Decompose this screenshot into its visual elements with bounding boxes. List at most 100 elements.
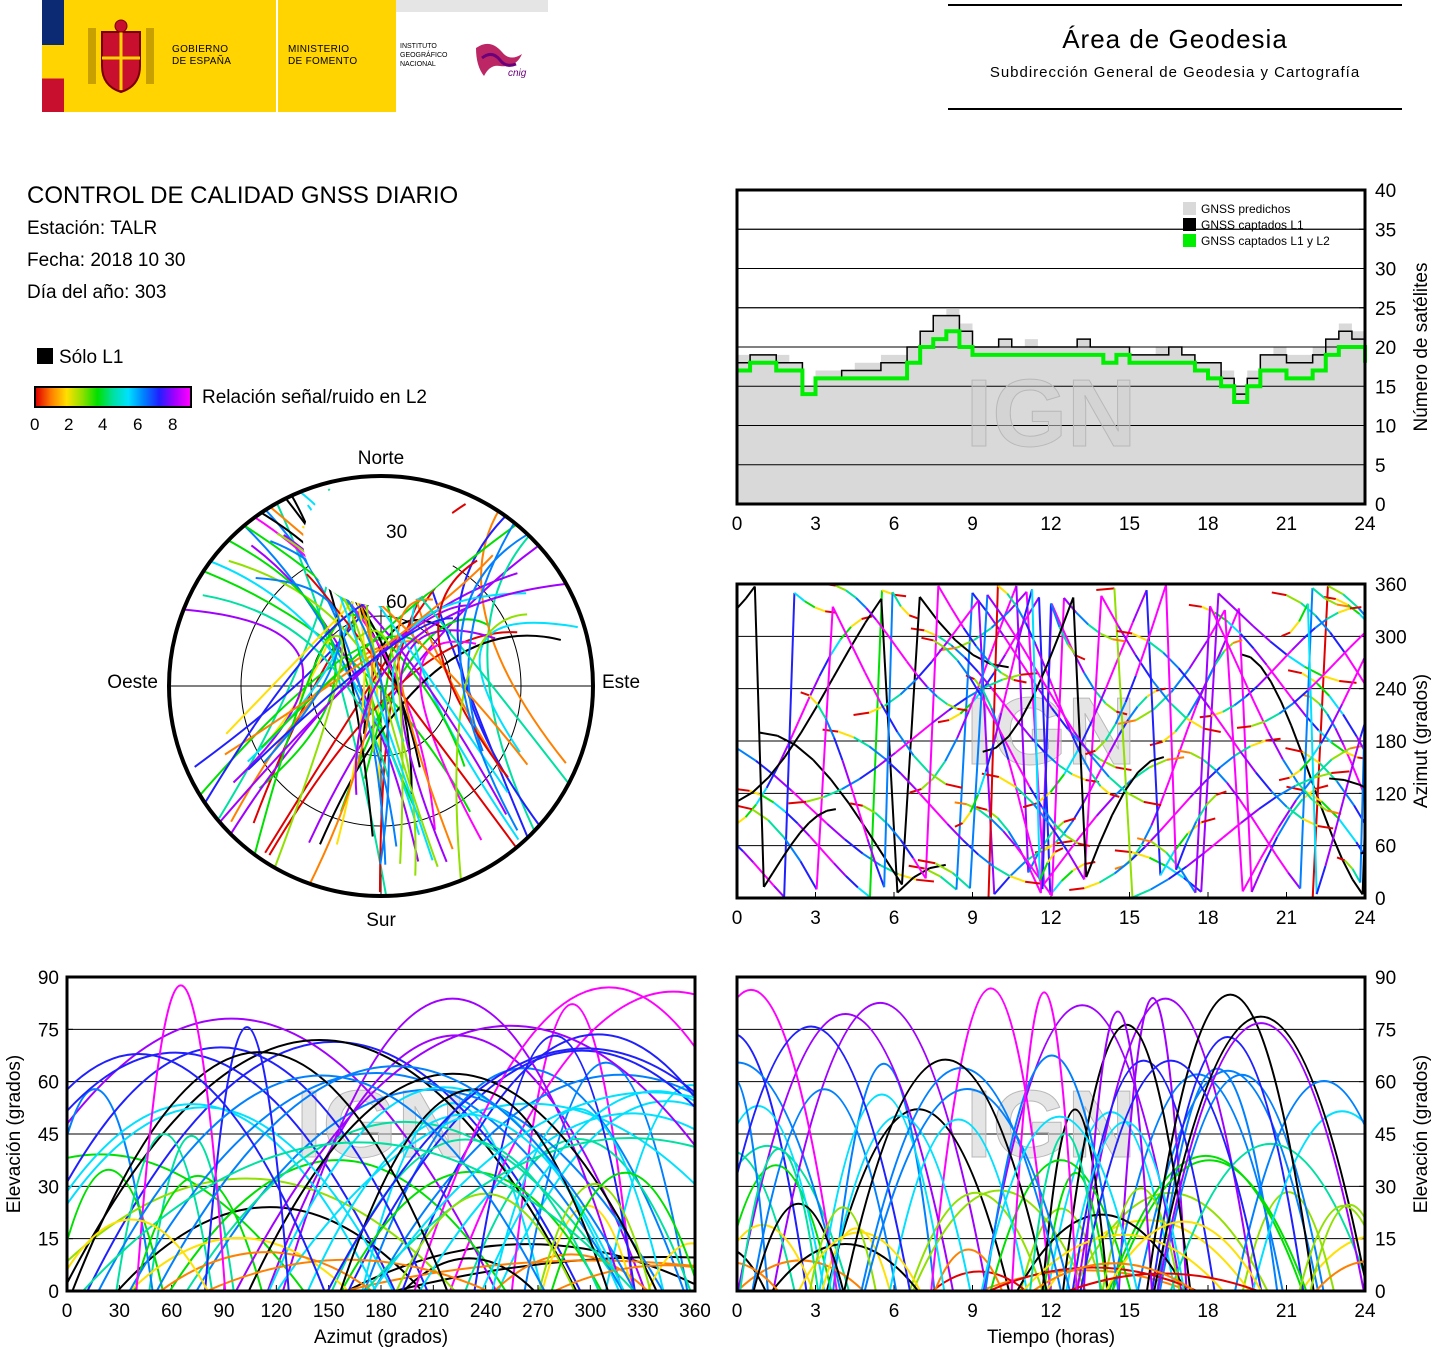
y-tick-label: 60: [1375, 1073, 1396, 1094]
azimuth-track-segment: [1205, 794, 1218, 806]
sky-track: [240, 482, 529, 766]
elevation-arc: [67, 1053, 326, 1291]
azimuth-track-segment: [805, 795, 825, 803]
azimuth-track-segment: [1276, 784, 1296, 798]
azimuth-track-segment: [737, 788, 750, 792]
elevation-arc: [155, 1065, 636, 1291]
azimuth-track-segment: [849, 785, 861, 813]
azimuth-track-segment: [994, 735, 1010, 749]
spain-flag-strip: [42, 0, 64, 112]
azimuth-track-segment: [1185, 821, 1198, 844]
azimuth-track-segment: [939, 875, 958, 891]
azimuth-track-segment: [1238, 798, 1253, 818]
x-tick-label: 330: [627, 1301, 659, 1322]
azimuth-track-segment: [790, 789, 810, 808]
azimuth-track-segment: [1003, 585, 1018, 617]
elevation-arc: [554, 1264, 695, 1291]
area-title: Área de Geodesia: [1062, 24, 1288, 54]
azimuth-track-segment: [1060, 869, 1074, 882]
elevation-arc: [67, 1051, 396, 1291]
azimuth-track-segment: [765, 767, 779, 789]
elevation-arc: [737, 1013, 954, 1291]
azimuth-track-segment: [1195, 804, 1208, 823]
azimuth-track-segment: [1334, 727, 1345, 746]
y-tick-label: 10: [1375, 417, 1396, 438]
azimuth-track-segment: [1331, 770, 1350, 775]
azimuth-track-segment: [1004, 634, 1018, 656]
elevation-arc: [67, 1017, 498, 1291]
azimuth-track-segment: [1252, 700, 1270, 733]
elevation-arc: [771, 1243, 919, 1291]
azimuth-track-segment: [1238, 668, 1255, 702]
day-of-year-label: Día del año: 303: [27, 282, 167, 303]
elevation-arc: [604, 1084, 695, 1291]
azimuth-track-segment: [1331, 747, 1351, 761]
azimuth-track-segment: [1083, 672, 1096, 691]
azimuth-track-segment: [761, 794, 775, 804]
azimuth-track-segment: [1020, 693, 1036, 719]
azimuth-track-segment: [1046, 851, 1057, 864]
elevation-arc: [82, 1141, 635, 1291]
azimuth-track-segment: [1009, 860, 1027, 878]
azimuth-track-segment: [997, 584, 1008, 595]
azimuth-track-segment: [992, 718, 1007, 743]
azimuth-track-segment: [773, 885, 785, 898]
y-tick-label: 0: [1375, 1282, 1386, 1303]
azimuth-track-segment: [912, 722, 932, 740]
azimuth-track-segment: [1286, 785, 1305, 792]
x-tick-label: 18: [1197, 908, 1218, 929]
azimuth-track-segment: [1029, 869, 1042, 894]
elevation-arc: [1315, 1260, 1365, 1291]
azimuth-track-segment: [1240, 808, 1260, 824]
station-label: Estación: TALR: [27, 218, 158, 239]
azimuth-track-segment: [816, 677, 834, 707]
azimuth-track-segment: [864, 598, 883, 624]
elevation-arc: [67, 1106, 394, 1291]
azimuth-track-segment: [1291, 637, 1305, 651]
x-tick-label: 210: [417, 1301, 449, 1322]
azimuth-track-segment: [1150, 756, 1165, 762]
legend-swatch: [1183, 218, 1196, 231]
azimuth-track-segment: [1090, 772, 1102, 787]
elevation-arc: [371, 1091, 695, 1291]
elevation-arc: [797, 1231, 921, 1291]
azimuth-track-segment: [930, 805, 949, 825]
azimuth-track-segment: [1015, 616, 1026, 649]
header-rule-bottom: [948, 108, 1402, 110]
azimuth-track-segment: [781, 844, 792, 860]
x-tick-label: 270: [522, 1301, 554, 1322]
azimuth-track-segment: [1314, 681, 1331, 697]
azimuth-track-segment: [1003, 636, 1021, 662]
x-tick-label: 15: [1119, 1301, 1140, 1322]
x-tick-label: 300: [574, 1301, 606, 1322]
azimuth-track-segment: [1132, 888, 1151, 898]
azimuth-track-segment: [1423, 620, 1440, 652]
azimuth-track-segment: [1292, 689, 1309, 704]
ign-line-3: NACIONAL: [400, 61, 436, 68]
azimuth-track-segment: [817, 809, 828, 817]
azimuth-track-segment: [962, 839, 980, 856]
azimuth-track-segment: [1290, 725, 1303, 753]
elevation-arc: [832, 1062, 936, 1291]
azimuth-track-segment: [1406, 815, 1421, 829]
plot-border: [735, 975, 1367, 1293]
elevation-arc: [1082, 1010, 1153, 1291]
azimuth-track-segment: [1188, 603, 1203, 608]
azimuth-track-segment: [1368, 803, 1376, 822]
azimuth-track-segment: [1127, 705, 1139, 721]
azimuth-track-segment: [1148, 758, 1168, 769]
azimuth-track-segment: [1194, 606, 1212, 893]
azimuth-track-segment: [1408, 869, 1416, 871]
azimuth-track-segment: [1344, 859, 1354, 870]
snr-colorbar: [34, 386, 192, 408]
ring-label-30: 30: [386, 522, 407, 543]
azimuth-track-segment: [1052, 689, 1065, 715]
elevation-arc: [1062, 1023, 1192, 1291]
elevation-arc: [737, 1105, 826, 1291]
azimuth-track-segment: [1252, 647, 1268, 666]
elevation-azimuth-chart: 0 15 30 45 60 75 90 0 30 60 90 120 150 180 210 240 270 30…: [4, 968, 711, 1348]
azimuth-track-segment: [1338, 818, 1358, 843]
azimuth-track-segment: [1050, 603, 1061, 628]
x-tick-label: 0: [732, 1301, 743, 1322]
elevation-arc: [347, 1049, 695, 1291]
